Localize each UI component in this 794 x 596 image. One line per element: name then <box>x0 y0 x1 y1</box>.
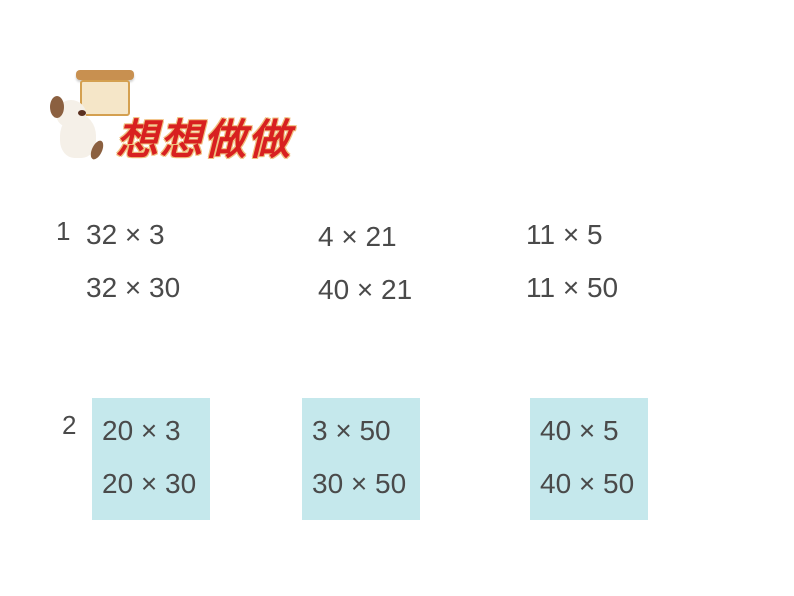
expr: 32 × 30 <box>86 261 180 314</box>
section-1-col-2: 4 × 21 40 × 21 <box>318 210 412 316</box>
section-2-col-2: 3 × 50 30 × 50 <box>302 398 420 520</box>
expr: 40 × 21 <box>318 263 412 316</box>
expr: 20 × 3 <box>102 404 196 457</box>
header: 想想做做 <box>52 76 292 172</box>
expr: 32 × 3 <box>86 208 180 261</box>
expr: 3 × 50 <box>312 404 406 457</box>
section-2-label: 2 <box>62 410 76 441</box>
page-title: 想想做做 <box>116 106 292 167</box>
section-2-col-3: 40 × 5 40 × 50 <box>530 398 648 520</box>
expr: 40 × 5 <box>540 404 634 457</box>
section-1-label: 1 <box>56 216 70 247</box>
expr: 30 × 50 <box>312 457 406 510</box>
section-1-col-3: 11 × 5 11 × 50 <box>526 208 618 314</box>
mascot-illustration <box>52 76 124 172</box>
expr: 11 × 50 <box>526 261 618 314</box>
expr: 4 × 21 <box>318 210 412 263</box>
expr: 20 × 30 <box>102 457 196 510</box>
section-1-col-1: 32 × 3 32 × 30 <box>86 208 180 314</box>
section-2-col-1: 20 × 3 20 × 30 <box>92 398 210 520</box>
expr: 40 × 50 <box>540 457 634 510</box>
expr: 11 × 5 <box>526 208 618 261</box>
